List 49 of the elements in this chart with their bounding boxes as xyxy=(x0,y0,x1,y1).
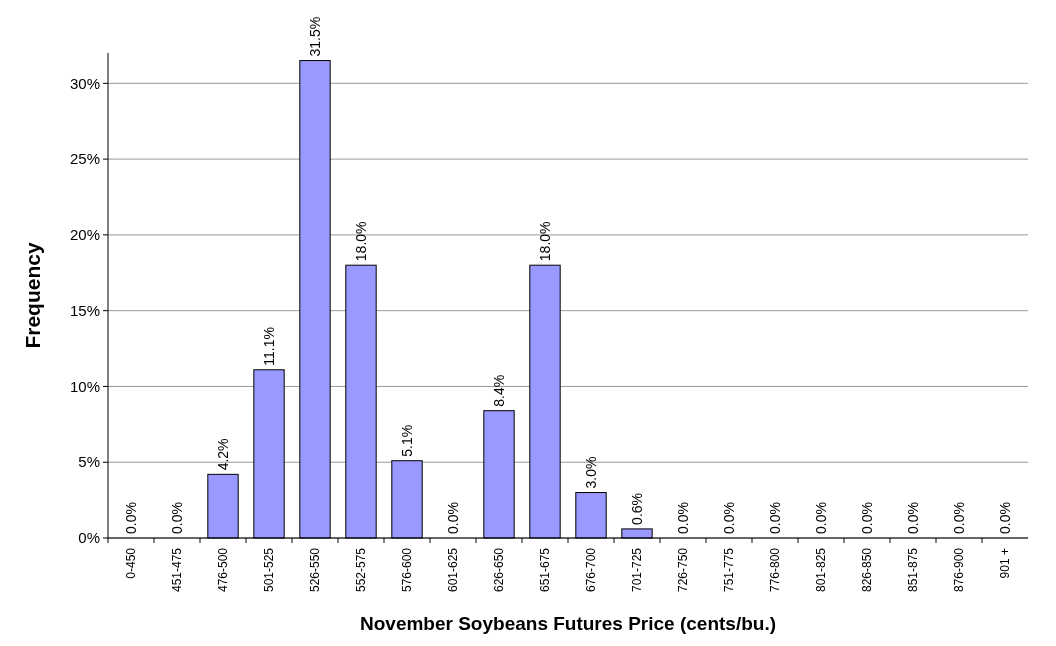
x-tick-label: 901 + xyxy=(998,548,1013,579)
y-tick-label: 30% xyxy=(69,74,100,92)
data-label: 0.0% xyxy=(904,502,921,534)
data-label: 0.0% xyxy=(674,502,691,534)
data-label: 0.0% xyxy=(168,502,185,534)
x-tick-label: 776-800 xyxy=(768,547,783,593)
data-label: 4.2% xyxy=(214,438,231,471)
x-tick-label: 676-700 xyxy=(584,547,599,593)
x-axis-title: November Soybeans Futures Price (cents/bu.) xyxy=(359,613,777,634)
x-tick-label: 751-775 xyxy=(722,547,737,593)
x-tick-label: 576-600 xyxy=(400,547,415,593)
x-tick-label: 826-850 xyxy=(860,547,875,593)
x-tick-label: 701-725 xyxy=(630,547,645,593)
data-label: 5.1% xyxy=(398,424,415,457)
x-tick-label: 726-750 xyxy=(676,547,691,593)
data-label: 0.0% xyxy=(996,502,1013,534)
data-label: 0.0% xyxy=(444,502,461,534)
y-tick-label: 5% xyxy=(78,453,100,471)
data-label: 11.1% xyxy=(260,327,277,366)
data-label: 0.0% xyxy=(858,502,875,534)
x-tick-label: 451-475 xyxy=(170,547,185,593)
x-tick-label: 0-450 xyxy=(124,547,139,579)
data-label: 0.0% xyxy=(122,502,139,534)
data-label: 0.0% xyxy=(720,502,737,534)
data-label: 0.0% xyxy=(766,502,783,534)
x-tick-label: 876-900 xyxy=(952,547,967,593)
x-tick-label: 801-825 xyxy=(814,547,829,593)
y-tick-label: 10% xyxy=(69,377,100,395)
y-tick-label: 20% xyxy=(69,226,100,244)
data-label: 0.6% xyxy=(628,492,645,525)
data-label: 18.0% xyxy=(536,221,553,262)
y-tick-label: 15% xyxy=(69,301,100,319)
y-tick-label: 0% xyxy=(78,529,100,547)
data-label: 0.0% xyxy=(950,502,967,534)
y-axis-title: Frequency xyxy=(21,242,44,349)
x-tick-label: 601-625 xyxy=(446,547,461,593)
x-tick-label: 501-525 xyxy=(262,547,277,593)
data-label: 3.0% xyxy=(582,456,599,489)
x-tick-label: 476-500 xyxy=(216,547,231,593)
x-tick-label: 526-550 xyxy=(308,547,323,593)
x-tick-label: 626-650 xyxy=(492,547,507,593)
data-label: 31.5% xyxy=(306,16,323,57)
data-label: 0.0% xyxy=(812,502,829,534)
x-tick-label: 552-575 xyxy=(354,547,369,593)
x-tick-label: 851-875 xyxy=(906,547,921,593)
data-label: 8.4% xyxy=(490,374,507,407)
data-label: 18.0% xyxy=(352,221,369,262)
y-tick-label: 25% xyxy=(69,150,100,168)
x-tick-label: 651-675 xyxy=(538,547,553,593)
